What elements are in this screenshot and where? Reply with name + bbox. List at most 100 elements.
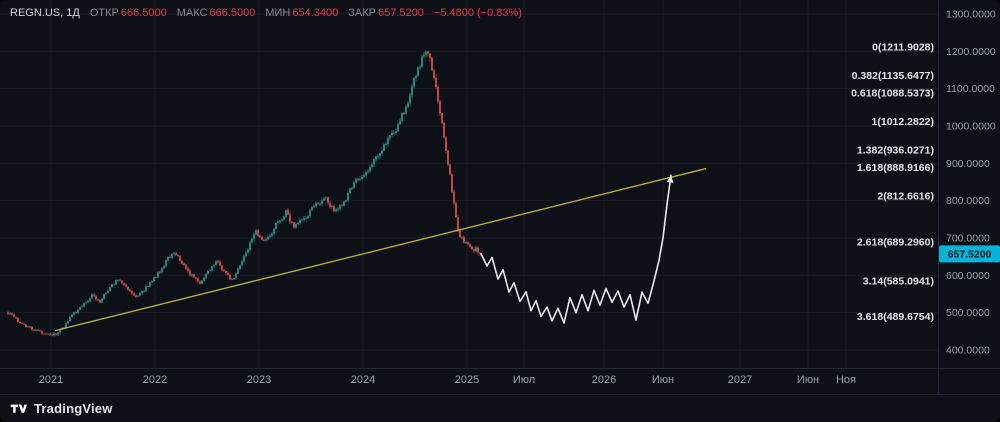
candle-body xyxy=(307,215,309,218)
tradingview-brand-text[interactable]: TradingView xyxy=(34,401,113,416)
low-group: МИН 654.3400 xyxy=(265,7,338,19)
candle-body xyxy=(447,150,449,165)
arrow-head-icon xyxy=(666,175,674,183)
candle-body xyxy=(227,273,229,276)
candle-body xyxy=(153,277,155,282)
candle-body xyxy=(131,291,133,294)
symbol-title[interactable]: REGN.US, 1Д xyxy=(10,7,80,19)
candle-body xyxy=(263,239,265,241)
candle-body xyxy=(87,301,89,303)
candle-body xyxy=(233,277,235,280)
candle-body xyxy=(339,204,341,209)
candle-body xyxy=(75,312,77,314)
candle-body xyxy=(47,333,49,335)
candle-body xyxy=(201,280,203,284)
price-tick-label: 1000.0000 xyxy=(946,121,996,133)
candle-body xyxy=(133,293,135,296)
candle-body xyxy=(117,279,119,281)
open-label: ОТКР xyxy=(89,7,119,19)
candle-body xyxy=(477,247,479,253)
candle-body xyxy=(271,233,273,236)
candle-body xyxy=(405,106,407,114)
candle-body xyxy=(149,282,151,287)
candle-body xyxy=(83,303,85,307)
candle-body xyxy=(79,307,81,310)
candle-body xyxy=(305,217,307,219)
candle-body xyxy=(95,295,97,300)
chart-canvas[interactable]: 0(1211.9028) 0.382(1135.6477) 0.618(1088.5… xyxy=(0,0,1000,394)
candle-body xyxy=(283,216,285,220)
candle-body xyxy=(359,178,361,180)
candle-body xyxy=(105,292,107,295)
candle-body xyxy=(205,273,207,278)
tradingview-logo-icon[interactable] xyxy=(10,400,27,417)
candle-body xyxy=(65,323,67,329)
candle-body xyxy=(119,279,121,281)
price-axis[interactable]: 1300.0000 1200.0000 1100.0000 1000.0000 900.… xyxy=(946,9,996,357)
symbol-legend[interactable]: REGN.US, 1Д ОТКР 666.5000 МАКС 666.5000 … xyxy=(10,7,522,19)
candle-body xyxy=(421,56,423,67)
candle-body xyxy=(429,53,431,59)
candle-body xyxy=(155,277,157,278)
candle-body xyxy=(441,113,443,123)
candle-body xyxy=(127,286,129,290)
candle-body xyxy=(407,103,409,107)
time-tick-label: 2025 xyxy=(455,374,479,386)
candle-body xyxy=(473,249,475,252)
price-tick-label: 1300.0000 xyxy=(946,9,996,21)
candle-body xyxy=(403,112,405,114)
candle-body xyxy=(151,281,153,283)
candle-body xyxy=(121,280,123,284)
fib-label: 1.382(936.0271) xyxy=(857,144,934,156)
candle-body xyxy=(471,246,473,250)
candle-body xyxy=(71,314,73,317)
close-group: ЗАКР 657.5200 xyxy=(348,7,424,19)
candle-body xyxy=(167,257,169,261)
candle-body xyxy=(77,309,79,313)
projection-arrow-drawing[interactable] xyxy=(480,174,674,324)
candle-body xyxy=(453,192,455,204)
fib-label: 0.382(1135.6477) xyxy=(852,70,934,82)
candle-body xyxy=(479,252,481,254)
candle-body xyxy=(17,317,19,322)
candle-body xyxy=(41,331,43,334)
candle-body xyxy=(373,159,375,165)
candle-body xyxy=(53,333,55,336)
candle-body xyxy=(287,210,289,215)
time-axis[interactable]: 2021 2022 2023 2024 2025 Июл 2026 Июн 2027 Июн Ноя xyxy=(39,374,856,386)
candle-body xyxy=(399,120,401,125)
last-price-badge: 657.5200 xyxy=(939,245,1000,263)
candle-body xyxy=(159,271,161,273)
candle-body xyxy=(431,58,433,71)
candle-body xyxy=(409,95,411,104)
candle-body xyxy=(143,290,145,292)
candle-body xyxy=(417,67,419,76)
candle-body xyxy=(467,242,469,245)
price-tick-label: 1200.0000 xyxy=(946,46,996,58)
candle-body xyxy=(433,70,435,78)
time-tick-label: Июл xyxy=(513,374,535,386)
candle-body xyxy=(217,261,219,263)
price-tick-label: 800.0000 xyxy=(946,195,990,207)
candle-body xyxy=(355,179,357,183)
last-price-value: 657.5200 xyxy=(948,249,992,261)
candle-body xyxy=(267,236,269,240)
candle-body xyxy=(73,312,75,315)
candle-body xyxy=(19,321,21,324)
candle-body xyxy=(273,229,275,234)
candle-body xyxy=(169,257,171,258)
candle-body xyxy=(211,266,213,271)
time-tick-label: Июн xyxy=(797,374,819,386)
change-value: −5.4800 (−0.83%) xyxy=(433,7,522,19)
candle-body xyxy=(183,263,185,266)
candle-body xyxy=(475,247,477,252)
candle-body xyxy=(385,144,387,145)
candle-body xyxy=(349,188,351,193)
candle-body xyxy=(327,197,329,203)
candle-body xyxy=(387,138,389,145)
open-group: ОТКР 666.5000 xyxy=(90,7,167,19)
candle-body xyxy=(391,132,393,136)
candle-body xyxy=(57,332,59,335)
trendline-drawing[interactable] xyxy=(54,167,707,332)
candle-body xyxy=(129,289,131,292)
